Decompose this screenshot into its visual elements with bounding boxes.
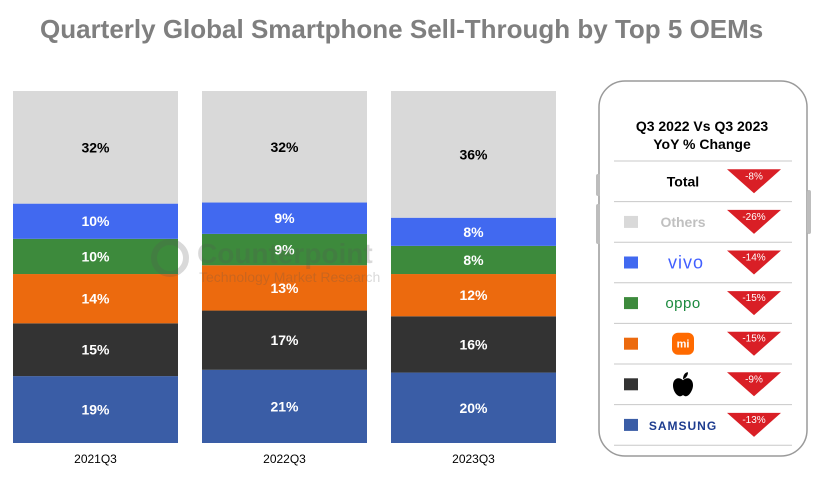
bar-segment-apple [202,310,367,370]
yoy-change-label: -26% [742,212,765,223]
panel-title-line2: YoY % Change [653,136,751,152]
bar-segment-oppo [391,245,556,275]
bar-value-label: 9% [274,210,295,226]
x-tick-label: 2023Q3 [452,452,495,466]
bar-value-label: 14% [81,291,110,307]
bar-segment-vivo [202,202,367,234]
legend-swatch [624,337,638,350]
yoy-change-label: -8% [745,171,763,182]
bar-value-label: 10% [81,248,110,264]
bar-segment-xiaomi [202,265,367,311]
samsung-logo-icon: SAMSUNG [649,419,717,433]
bar-segment-apple [13,323,178,377]
down-arrow-icon [727,209,781,234]
panel-row-vivo: vivo -14% [614,250,792,284]
yoy-change-label: -15% [742,293,765,304]
bar-segment-others [391,91,556,218]
panel-row-xiaomi: mi -15% [614,331,792,365]
bar-value-label: 8% [463,224,484,240]
panel-row-others: Others -26% [614,209,792,243]
bar-segment-samsung [202,369,367,443]
yoy-change-label: -9% [745,374,763,385]
bar-segment-samsung [13,376,178,443]
vivo-logo-icon: vivo [668,253,704,273]
watermark: Counterpoint Technology Market Research [151,238,380,285]
yoy-change-label: -15% [742,334,765,345]
bar-value-label: 9% [274,242,295,258]
panel-row-samsung: SAMSUNG -13% [614,412,792,446]
panel-row-total: Total -8% [614,169,792,203]
panel-title-line1: Q3 2022 Vs Q3 2023 [636,118,769,134]
phone-side-button [596,174,600,196]
legend-swatch [624,297,638,310]
x-tick-label: 2022Q3 [263,452,306,466]
bar-segment-apple [391,316,556,373]
watermark-name: Counterpoint [197,238,373,269]
bar-segment-others [13,91,178,204]
legend-swatch [624,418,638,431]
bar-value-label: 8% [463,252,484,268]
panel-row-apple: -9% [614,372,792,406]
chart-title: Quarterly Global Smartphone Sell-Through… [40,14,764,44]
legend-swatch [624,256,638,269]
bar-segment-oppo [13,238,178,275]
legend-swatch [624,215,638,228]
down-arrow-icon [727,291,781,316]
bar-value-label: 12% [459,287,488,303]
category-labels: 2021Q3 2022Q3 2023Q3 [74,452,495,466]
bar-value-label: 21% [270,398,299,414]
bar-segment-others [202,91,367,203]
down-arrow-icon [727,412,781,437]
phone-side-button [596,204,600,244]
down-arrow-icon [727,250,781,275]
oppo-logo-icon: oppo [665,295,700,312]
watermark-tagline: Technology Market Research [199,269,380,285]
panel-row-oppo: oppo -15% [614,291,792,324]
bar-value-label: 15% [81,342,110,358]
watermark-logo-icon [151,239,189,277]
bar-segment-xiaomi [13,274,178,324]
bar-value-label: 32% [81,139,110,155]
bar-segment-xiaomi [391,274,556,317]
bar-segment-oppo [202,233,367,266]
yoy-panel: Q3 2022 Vs Q3 2023 YoY % Change Total -8%… [596,80,811,457]
bar-segment-samsung [391,372,556,443]
down-arrow-icon [727,169,781,194]
down-arrow-icon [727,331,781,356]
bar-value-label: 20% [459,400,488,416]
bar-value-label: 10% [81,213,110,229]
xiaomi-logo-icon [672,332,694,355]
yoy-change-label: -14% [742,253,765,264]
phone-side-button [807,190,811,234]
x-tick-label: 2021Q3 [74,452,117,466]
panel-rows: Total -8% Others -26% vivo -14% oppo -15% mi -15%… [614,160,792,446]
bar-segment-vivo [13,203,178,239]
xiaomi-logo-text: mi [677,339,690,351]
bar-value-label: 32% [270,139,299,155]
bar-value-label: 16% [459,336,488,352]
stacked-bars: 19% 15% 14% 10% 10% 32% 21% 17% 13% 9% 9% 32% 20% 16%… [13,91,556,443]
bar-segment-vivo [391,217,556,246]
down-arrow-icon [727,372,781,397]
yoy-change-label: -13% [742,415,765,426]
apple-logo-icon [673,372,693,397]
legend-swatch [624,378,638,391]
row-label: Total [667,173,699,189]
row-label: Others [660,214,705,230]
bar-value-label: 13% [270,280,299,296]
bar-value-label: 36% [459,146,488,162]
bar-value-label: 19% [81,402,110,418]
bar-value-label: 17% [270,332,299,348]
